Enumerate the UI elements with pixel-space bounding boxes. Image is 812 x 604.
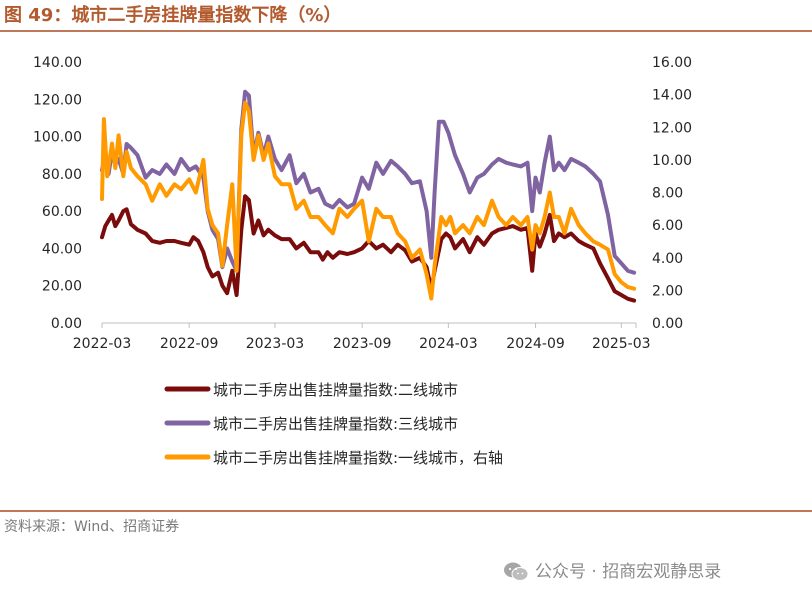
line-chart: 2022-03 2022-09 2023-03 2023-09 2024-03 2024-… xyxy=(33,55,692,467)
y-left-tick-label: 140.00 xyxy=(33,55,82,71)
y-left-tick-label: 20.00 xyxy=(42,279,82,295)
series-line-3 xyxy=(100,100,637,301)
source-rule xyxy=(0,510,812,512)
x-tick-label: 2025-03 xyxy=(592,336,651,352)
y-right-tick-label: 14.00 xyxy=(652,88,692,104)
x-tick-label: 2024-09 xyxy=(506,336,565,352)
y-right-tick-label: 2.00 xyxy=(652,283,683,299)
watermark: 公众号 · 招商宏观静思录 xyxy=(503,560,721,584)
x-tick-label: 2022-09 xyxy=(160,336,219,352)
x-tick-label: 2024-03 xyxy=(419,336,478,352)
y-left-tick-label: 100.00 xyxy=(33,130,82,146)
watermark-text: 公众号 · 招商宏观静思录 xyxy=(535,562,722,582)
legend-label-3: 城市二手房出售挂牌量指数:一线城市，右轴 xyxy=(213,449,503,467)
y-right-tick-label: 0.00 xyxy=(652,316,683,332)
y-right-tick-label: 12.00 xyxy=(652,120,692,136)
y-right-tick-label: 10.00 xyxy=(652,153,692,169)
source-note: 资料来源：Wind、招商证券 xyxy=(4,519,180,535)
series-line-1 xyxy=(100,194,637,303)
x-tick-label: 2022-03 xyxy=(73,336,132,352)
y-left-tick-label: 0.00 xyxy=(51,316,82,332)
title-rule xyxy=(0,30,812,32)
y-left-tick-label: 40.00 xyxy=(42,241,82,257)
chart-legend: 城市二手房出售挂牌量指数:二线城市城市二手房出售挂牌量指数:三线城市城市二手房出… xyxy=(164,381,503,467)
y-left-tick-label: 120.00 xyxy=(33,92,82,108)
y-right-tick-label: 16.00 xyxy=(652,55,692,71)
y-right-tick-label: 8.00 xyxy=(652,186,683,202)
x-tick-label: 2023-09 xyxy=(333,336,392,352)
figure-title: 图 49：城市二手房挂牌量指数下降（%） xyxy=(4,5,342,26)
legend-label-2: 城市二手房出售挂牌量指数:三线城市 xyxy=(213,415,458,433)
y-left-tick-label: 60.00 xyxy=(42,204,82,220)
y-right-tick-label: 4.00 xyxy=(652,251,683,267)
y-right-tick-label: 6.00 xyxy=(652,218,683,234)
chart-series xyxy=(100,89,637,303)
y-left-tick-label: 80.00 xyxy=(42,167,82,183)
x-tick-label: 2023-03 xyxy=(246,336,305,352)
legend-label-1: 城市二手房出售挂牌量指数:二线城市 xyxy=(213,381,458,399)
series-line-2 xyxy=(100,89,637,275)
wechat-icon xyxy=(504,562,529,581)
chart-axes: 2022-03 2022-09 2023-03 2023-09 2024-03 2024-… xyxy=(33,55,692,352)
